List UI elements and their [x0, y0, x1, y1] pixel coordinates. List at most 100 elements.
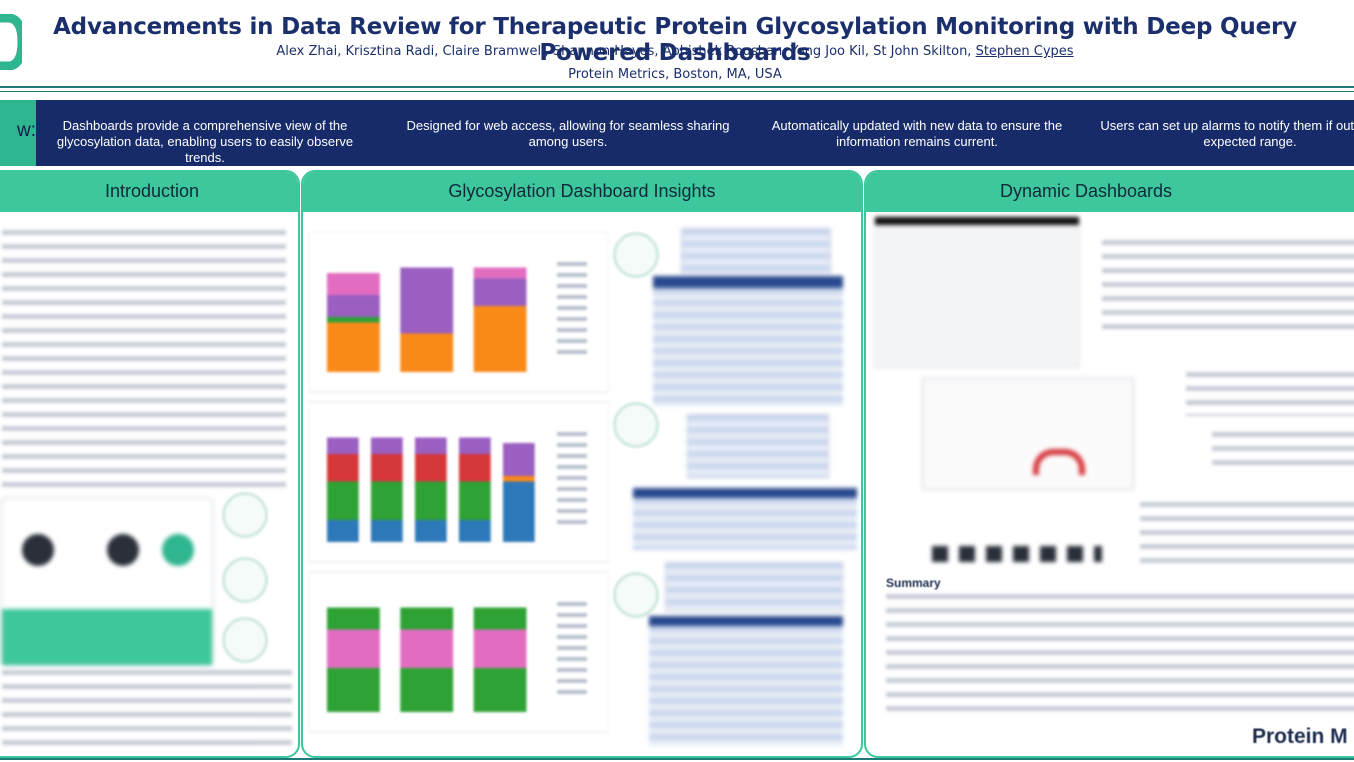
legend-entry — [557, 273, 587, 277]
legend-entry — [557, 306, 587, 310]
bar-segment — [473, 278, 527, 306]
dashboard-template-screenshot — [874, 216, 1080, 368]
bar-segment — [371, 481, 403, 520]
data-table-6 — [649, 616, 843, 746]
metadata-paragraph — [1140, 502, 1354, 566]
legend-entry — [557, 520, 587, 524]
legend-entry — [557, 624, 587, 628]
overview-label: w: — [17, 120, 36, 141]
bar-segment — [327, 317, 380, 323]
legend-entry — [557, 328, 587, 332]
legend-entry — [557, 602, 587, 606]
legend-entry — [557, 613, 587, 617]
bar-segment — [503, 476, 535, 482]
legend-entry — [557, 668, 587, 672]
bar-segment — [327, 437, 359, 454]
overview-item-4: Users can set up alarms to notify them i… — [1100, 118, 1354, 149]
introduction-bullets — [2, 670, 292, 746]
dashboard-templates-bullets — [1102, 240, 1354, 332]
bar-segment — [473, 607, 527, 630]
bar-segment — [371, 454, 403, 482]
bar-segment — [327, 273, 380, 295]
data-table-4 — [633, 488, 857, 550]
legend-entry — [557, 465, 587, 469]
legend-entry — [557, 432, 587, 436]
summary-bullets — [886, 594, 1354, 718]
protein-metrics-wordmark: Protein M — [1252, 725, 1348, 748]
overview-item-2: Designed for web access, allowing for se… — [406, 118, 730, 149]
bar-segment — [400, 333, 454, 372]
stacked-bar-charts — [309, 232, 609, 733]
bar-segment — [459, 437, 491, 454]
overview-bar — [0, 100, 1354, 166]
footer-divider — [0, 758, 1354, 760]
bar-segment — [503, 443, 535, 476]
bar-segment — [503, 481, 535, 542]
intact-icon — [613, 232, 659, 278]
legend-entry — [557, 657, 587, 661]
bar-segment — [327, 481, 359, 520]
bar-segment — [327, 668, 380, 712]
data-table-1 — [681, 228, 831, 274]
legend-entry — [557, 498, 587, 502]
bar-segment — [459, 520, 491, 542]
metadata-diagram — [926, 502, 1106, 566]
author-list: Alex Zhai, Krisztina Radi, Claire Bramwe… — [40, 44, 1310, 59]
bar-segment — [415, 481, 447, 520]
data-table-5 — [665, 562, 843, 612]
bar-segment — [327, 322, 380, 372]
header-divider-thin — [0, 91, 1354, 92]
overview-item-3: Automatically updated with new data to e… — [771, 118, 1063, 149]
dynamic-dashboards-panel: Dynamic Dashboards Summary — [864, 170, 1354, 758]
bar-segment — [371, 520, 403, 542]
legend-entry — [557, 443, 587, 447]
legend-entry — [557, 476, 587, 480]
example-bullets — [1186, 372, 1354, 416]
bar-segment — [473, 306, 527, 372]
legend-entry — [557, 317, 587, 321]
glycan-icon — [222, 617, 268, 663]
overview-item-1: Dashboards provide a comprehensive view … — [56, 118, 354, 165]
insights-panel: Glycosylation Dashboard Insights — [301, 170, 863, 758]
dynamic-dashboards-heading: Dynamic Dashboards — [866, 172, 1354, 212]
data-table-2 — [653, 276, 843, 406]
bar-segment — [327, 629, 380, 668]
bar-segment — [371, 437, 403, 454]
bar-segment — [327, 295, 380, 317]
workflow-diagram — [0, 497, 214, 667]
poster-header — [0, 0, 1354, 96]
summary-heading: Summary — [886, 576, 941, 590]
legend-entry — [557, 350, 587, 354]
bar-segment — [415, 454, 447, 482]
legend-entry — [557, 454, 587, 458]
header-divider — [0, 86, 1354, 88]
author-names: Alex Zhai, Krisztina Radi, Claire Bramwe… — [276, 44, 976, 59]
legend-entry — [557, 339, 587, 343]
legend-entry — [557, 646, 587, 650]
peptide-icon — [222, 557, 268, 603]
legend-entry — [557, 509, 587, 513]
legend-entry — [557, 487, 587, 491]
visual-tools-bullets — [1212, 432, 1354, 472]
bar-segment — [415, 520, 447, 542]
bar-segment — [327, 607, 380, 630]
protein-metrics-logo-icon — [0, 14, 22, 70]
legend-entry — [557, 284, 587, 288]
legend-entry — [557, 635, 587, 639]
bar-segment — [400, 629, 454, 668]
bar-segment — [473, 267, 527, 279]
bar-segment — [327, 454, 359, 482]
system-suitability-screenshot — [922, 378, 1134, 490]
introduction-panel: Introduction — [0, 170, 300, 758]
legend-entry — [557, 295, 587, 299]
introduction-body-text — [2, 230, 286, 492]
bar-segment — [400, 607, 454, 630]
bar-segment — [459, 481, 491, 520]
bar-segment — [459, 454, 491, 482]
bar-segment — [473, 668, 527, 712]
bar-segment — [415, 437, 447, 454]
bar-segment — [473, 629, 527, 668]
legend-entry — [557, 690, 587, 694]
introduction-heading: Introduction — [0, 172, 298, 212]
legend-entry — [557, 262, 587, 266]
